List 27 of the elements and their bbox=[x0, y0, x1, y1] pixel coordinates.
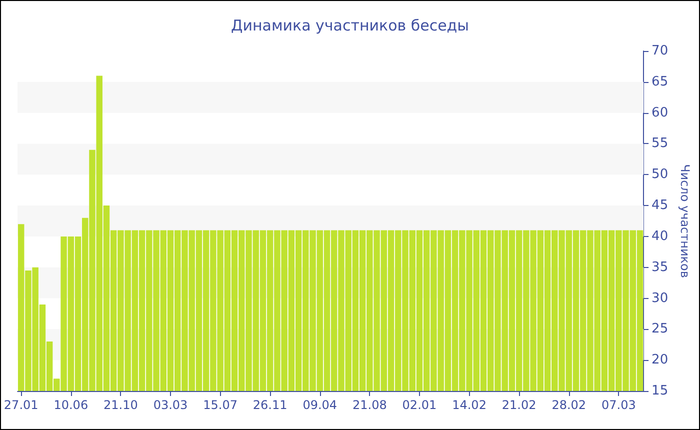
y-tick-label: 45 bbox=[652, 198, 668, 214]
x-tick-label: 14.02 bbox=[452, 398, 486, 412]
y-tick-label: 55 bbox=[652, 136, 668, 152]
y-tick-label: 20 bbox=[652, 352, 668, 368]
y-tick-label: 65 bbox=[652, 74, 668, 90]
y-tick-label: 70 bbox=[652, 44, 668, 58]
x-tick-label: 21.08 bbox=[352, 398, 387, 412]
x-tick-label: 21.02 bbox=[502, 398, 536, 412]
x-tick-label: 09.04 bbox=[302, 398, 338, 412]
x-tick-label: 21.10 bbox=[104, 398, 138, 412]
x-tick-label: 28.02 bbox=[552, 398, 586, 412]
y-tick-label: 30 bbox=[652, 290, 668, 306]
x-tick-label: 07.03 bbox=[601, 398, 636, 412]
y-tick-label: 60 bbox=[652, 105, 668, 120]
x-tick-label: 27.01 bbox=[4, 398, 38, 412]
y-tick-label: 15 bbox=[652, 384, 668, 398]
y-tick-label: 50 bbox=[652, 167, 668, 182]
y-tick-label: 40 bbox=[652, 228, 668, 244]
y-tick-label: 25 bbox=[652, 322, 668, 337]
x-tick-label: 10.06 bbox=[54, 398, 88, 412]
x-tick-label: 26.11 bbox=[252, 398, 288, 412]
x-tick-label: 15.07 bbox=[203, 398, 238, 412]
x-tick-label: 03.03 bbox=[153, 398, 188, 412]
chart-title: Динамика участников беседы bbox=[230, 16, 470, 34]
y-tick-label: 35 bbox=[652, 260, 668, 275]
y-axis-title: Число участников bbox=[678, 164, 692, 278]
x-tick-label: 02.01 bbox=[402, 398, 437, 412]
